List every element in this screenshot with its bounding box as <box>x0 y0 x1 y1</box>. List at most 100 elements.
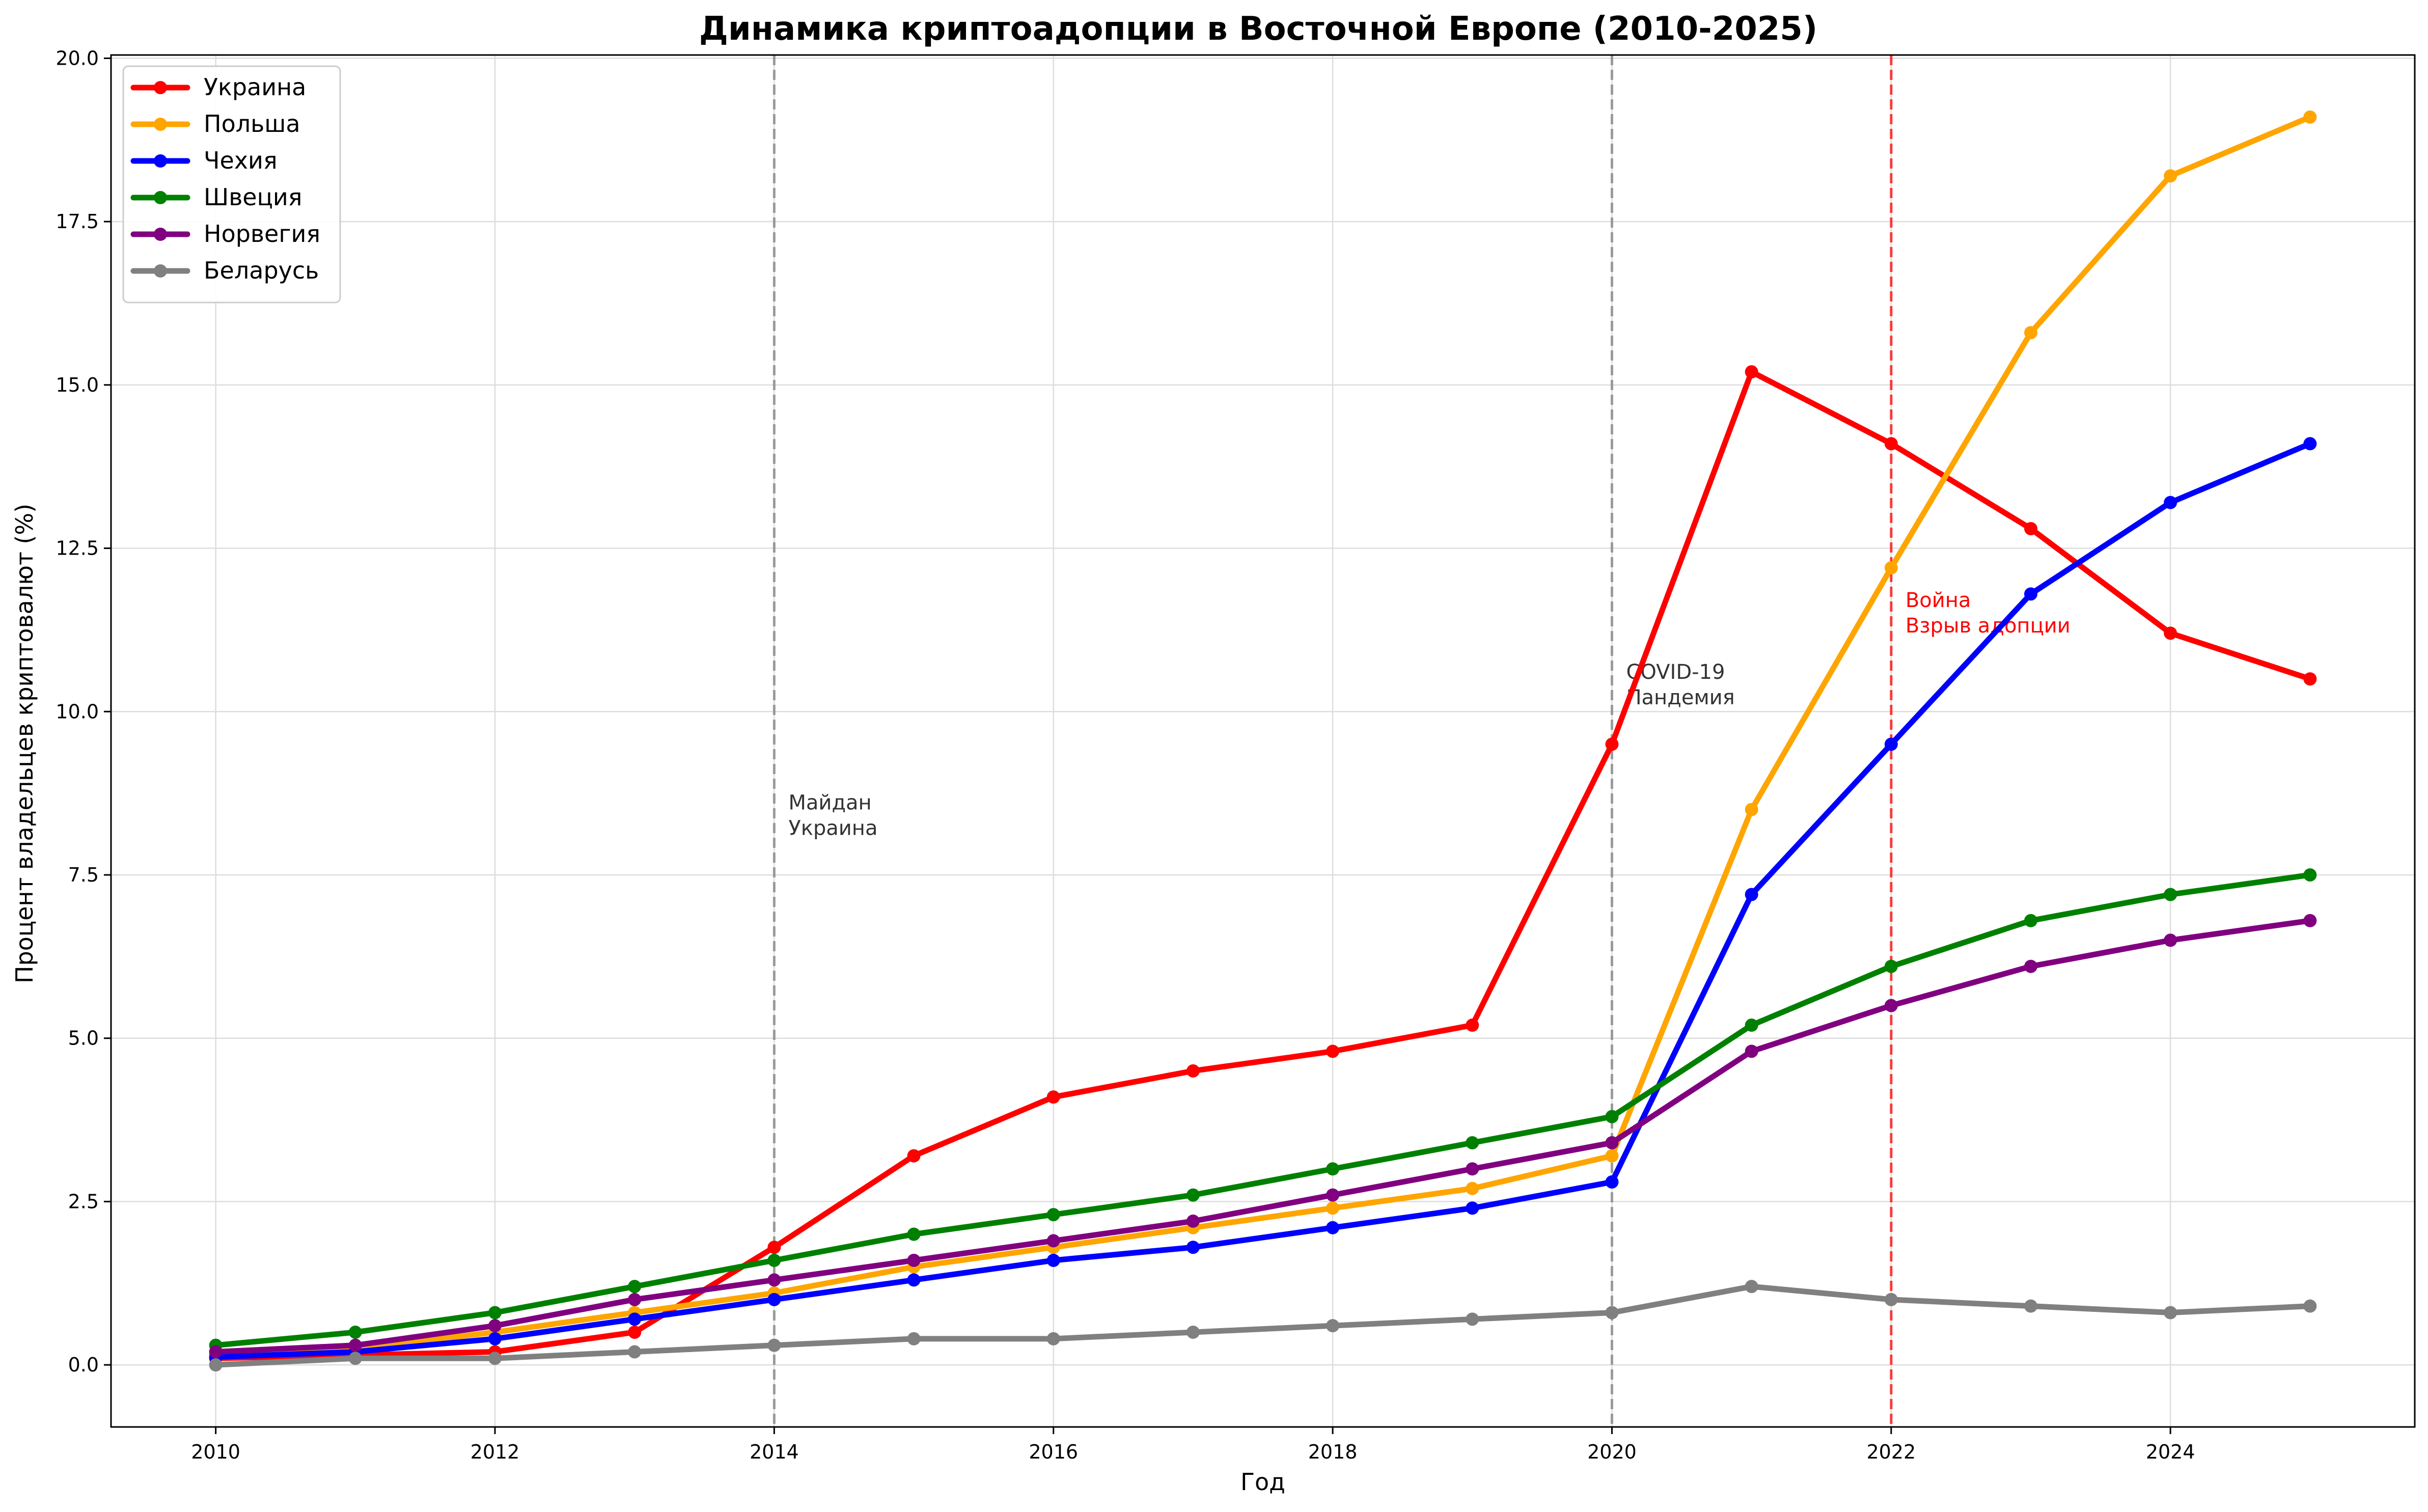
data-point <box>767 1293 781 1306</box>
data-point <box>2024 587 2037 601</box>
legend-marker <box>154 154 167 168</box>
data-point <box>767 1241 781 1254</box>
data-point <box>209 1345 223 1359</box>
data-point <box>767 1273 781 1287</box>
legend-label: Чехия <box>204 147 278 174</box>
x-tick-label: 2010 <box>191 1441 240 1463</box>
data-point <box>2303 110 2317 124</box>
legend-marker <box>154 118 167 131</box>
data-point <box>2024 914 2037 927</box>
data-point <box>2164 169 2177 183</box>
data-point <box>2024 1299 2037 1313</box>
legend-marker <box>154 81 167 94</box>
data-point <box>1326 1221 1340 1234</box>
legend-marker <box>154 264 167 278</box>
data-point <box>1326 1319 1340 1333</box>
data-point <box>628 1345 642 1359</box>
event-annotation: Взрыв адопции <box>1906 614 2071 638</box>
x-tick-label: 2012 <box>471 1441 520 1463</box>
legend: Украина Польша Чехия Швеция Норвегия Беларусь <box>122 65 341 304</box>
data-point <box>1046 1208 1060 1222</box>
data-point <box>628 1280 642 1294</box>
data-point <box>907 1273 921 1287</box>
data-point <box>1466 1312 1479 1326</box>
data-point <box>2164 496 2177 509</box>
series-line <box>213 369 2313 1361</box>
data-point <box>1884 959 1898 973</box>
data-point <box>1046 1253 1060 1267</box>
series-line <box>213 872 2313 1349</box>
data-point <box>1326 1188 1340 1202</box>
x-tick-label: 2018 <box>1308 1441 1358 1463</box>
y-tick-label: 5.0 <box>68 1027 99 1050</box>
x-tick-label: 2014 <box>750 1441 799 1463</box>
data-point <box>1466 1181 1479 1195</box>
series-line <box>213 114 2313 1358</box>
data-point <box>1884 561 1898 575</box>
data-point <box>1745 1044 1758 1058</box>
data-point <box>488 1319 502 1333</box>
x-axis-label: Год <box>1240 1468 1285 1496</box>
series-line <box>213 1283 2313 1368</box>
legend-marker <box>154 228 167 241</box>
data-point <box>1745 803 1758 816</box>
data-point <box>488 1306 502 1319</box>
series-line <box>213 918 2313 1355</box>
data-point <box>1605 1306 1619 1319</box>
data-point <box>2303 914 2317 927</box>
legend-label: Польша <box>204 110 300 138</box>
data-point <box>628 1293 642 1306</box>
plot-frame <box>110 54 2416 1428</box>
chart-title: Динамика криптоадопции в Восточной Европ… <box>699 10 1817 48</box>
data-point <box>2024 959 2037 973</box>
data-point <box>1605 1110 1619 1123</box>
data-point <box>907 1332 921 1345</box>
data-point <box>1745 1019 1758 1032</box>
data-point <box>1466 1162 1479 1176</box>
series-group <box>209 110 2317 1372</box>
data-point <box>1046 1090 1060 1104</box>
data-point <box>1745 365 1758 379</box>
data-point <box>1745 888 1758 901</box>
data-point <box>1186 1325 1200 1339</box>
data-point <box>2164 1306 2177 1319</box>
y-tick-label: 10.0 <box>56 700 99 723</box>
series-line <box>213 441 2313 1360</box>
event-annotation: Война <box>1906 589 1971 612</box>
data-point <box>1605 1136 1619 1149</box>
data-point <box>907 1227 921 1241</box>
y-tick-label: 0.0 <box>68 1354 99 1376</box>
data-point <box>1466 1136 1479 1149</box>
event-annotation: Пандемия <box>1626 686 1734 709</box>
x-tick-label: 2020 <box>1587 1441 1637 1463</box>
data-point <box>2164 888 2177 901</box>
y-tick-label: 20.0 <box>56 47 99 69</box>
legend-label: Украина <box>204 73 306 101</box>
y-tick-label: 7.5 <box>68 864 99 886</box>
data-point <box>767 1253 781 1267</box>
data-point <box>1884 1293 1898 1306</box>
data-point <box>907 1149 921 1163</box>
data-point <box>1186 1214 1200 1228</box>
data-point <box>2303 437 2317 451</box>
data-point <box>1186 1241 1200 1254</box>
data-point <box>2303 672 2317 686</box>
data-point <box>2303 1299 2317 1313</box>
event-annotation: Майдан <box>788 791 871 815</box>
y-axis-label: Процент владельцев криптовалют (%) <box>11 504 38 983</box>
data-point <box>2164 933 2177 947</box>
data-point <box>348 1338 362 1352</box>
data-point <box>1046 1234 1060 1248</box>
legend-label: Беларусь <box>204 257 319 284</box>
series-5 <box>209 1280 2317 1372</box>
axes: 2010 2012 2014 2016 2018 2020 2022 2024 0.0 2.5 5.… <box>56 47 2195 1463</box>
data-point <box>1745 1280 1758 1294</box>
x-tick-label: 2024 <box>2146 1441 2195 1463</box>
data-point <box>1884 437 1898 451</box>
data-point <box>2024 326 2037 340</box>
data-point <box>1605 1175 1619 1189</box>
data-point <box>767 1338 781 1352</box>
y-tick-label: 15.0 <box>56 374 99 396</box>
data-point <box>1186 1188 1200 1202</box>
